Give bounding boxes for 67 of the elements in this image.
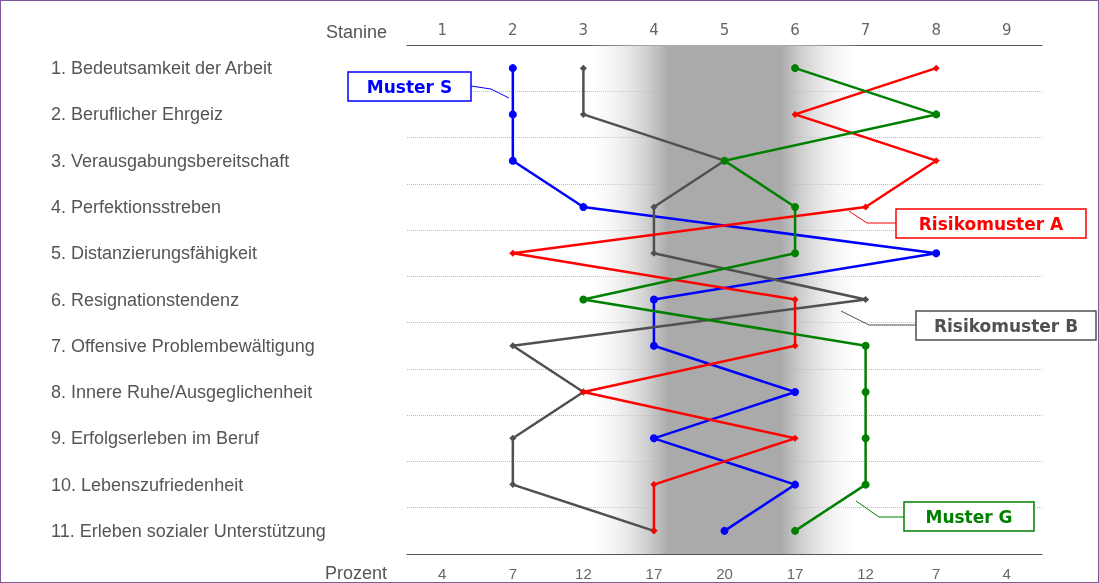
- point: [791, 249, 800, 258]
- x-tick-label: 5: [719, 20, 730, 39]
- point: [579, 64, 587, 72]
- point: [509, 434, 517, 442]
- point: [509, 481, 517, 489]
- x-tick-label: 8: [931, 20, 941, 39]
- x-tick-label: 2: [508, 20, 518, 39]
- point: [650, 203, 658, 211]
- point: [861, 480, 870, 489]
- x-tick-label: 3: [578, 20, 589, 39]
- x-tick-label: 9: [1001, 20, 1012, 39]
- x-axis-title: Stanine: [325, 22, 387, 42]
- text: 17: [786, 565, 804, 582]
- y-tick-label: 9. Erfolgserleben im Beruf: [51, 428, 261, 449]
- point: [791, 342, 799, 350]
- text: 4: [438, 565, 447, 582]
- point: [649, 295, 658, 304]
- x-tick-label: 7: [860, 20, 871, 39]
- point: [862, 203, 870, 211]
- point: [791, 64, 800, 73]
- point: [861, 341, 870, 350]
- text: Prozent: [324, 563, 387, 583]
- legend-label: Risikomuster A: [918, 214, 1065, 234]
- point: [508, 110, 517, 119]
- point: [932, 64, 940, 72]
- text: Muster S: [366, 77, 453, 97]
- point: [649, 434, 658, 443]
- y-tick-label: 7. Offensive Problembewältigung: [51, 335, 315, 356]
- text: 4: [1002, 565, 1011, 582]
- legend-label: Risikomuster B: [933, 316, 1079, 336]
- text: 12: [575, 565, 592, 582]
- point: [932, 110, 941, 119]
- legend-label: Muster G: [925, 507, 1013, 527]
- y-tick-label: 4. Perfektionsstreben: [51, 196, 222, 217]
- y-tick-label: 2. Beruflicher Ehrgeiz: [51, 104, 224, 125]
- y-tick-label: 8. Innere Ruhe/Ausgeglichenheit: [51, 382, 313, 403]
- y-tick-label: 11. Erleben sozialer Unterstützung: [51, 520, 326, 541]
- y-tick-label: 10. Lebenszufriedenheit: [51, 474, 244, 495]
- point: [861, 434, 870, 443]
- point: [509, 342, 517, 350]
- point: [791, 202, 800, 211]
- point: [508, 156, 517, 165]
- point: [579, 295, 588, 304]
- y-tick-label: 5. Distanzierungsfähigkeit: [51, 243, 258, 264]
- point: [791, 296, 799, 303]
- point: [720, 526, 729, 535]
- x-tick-label: 1: [437, 20, 448, 39]
- point: [932, 157, 940, 165]
- point: [579, 202, 588, 211]
- text: 7: [931, 565, 941, 582]
- point: [649, 341, 658, 350]
- point: [508, 64, 517, 73]
- text: 20: [716, 565, 733, 582]
- point: [791, 526, 800, 535]
- x-tick-label: 6: [790, 20, 800, 39]
- y-tick-label: 1. Bedeutsamkeit der Arbeit: [51, 58, 273, 79]
- x-tick-label: 4: [649, 20, 659, 39]
- point: [791, 480, 800, 489]
- y-tick-label: 6. Resignationstendenz: [51, 289, 240, 310]
- point: [932, 249, 941, 258]
- point: [862, 296, 870, 303]
- text: 7: [508, 565, 518, 582]
- point: [791, 388, 800, 397]
- text: 12: [857, 565, 874, 582]
- y-tick-label: 3. Verausgabungsbereitschaft: [51, 150, 290, 171]
- text: 17: [645, 565, 663, 582]
- point: [861, 388, 870, 397]
